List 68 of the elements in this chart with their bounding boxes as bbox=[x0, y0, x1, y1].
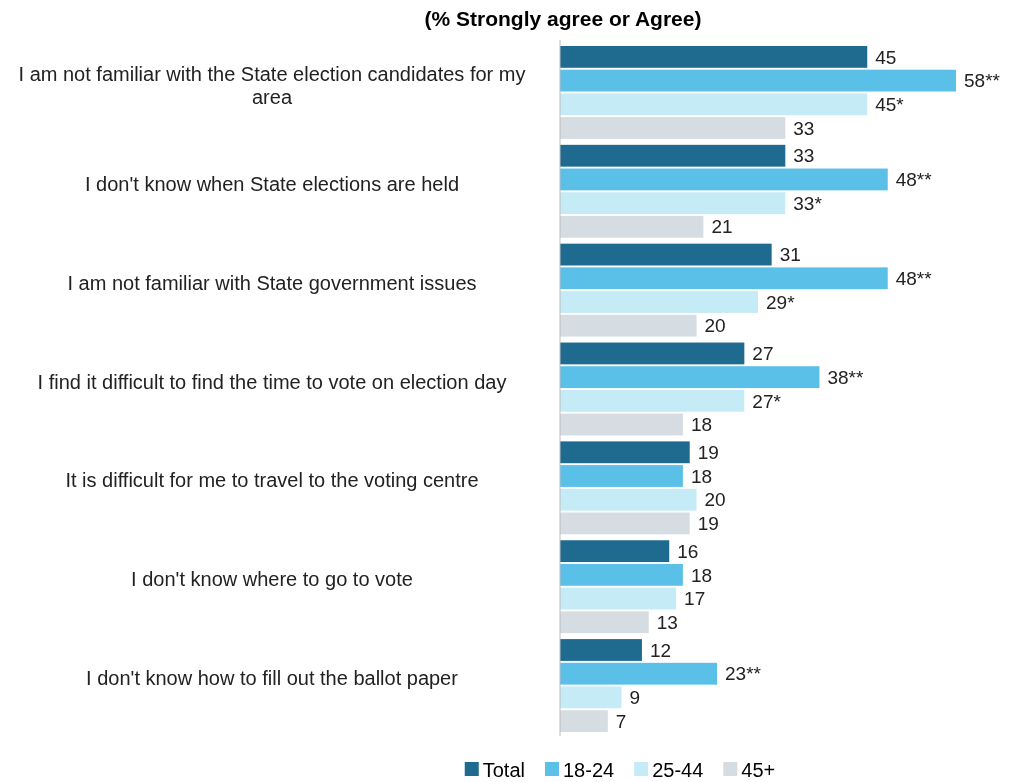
bar bbox=[560, 69, 956, 92]
bar bbox=[560, 93, 868, 116]
y-tick-label: I am not familiar with the State election candidates for my area bbox=[18, 62, 526, 108]
bar bbox=[560, 192, 786, 215]
bar bbox=[560, 243, 772, 266]
data-label: 16 bbox=[677, 540, 699, 562]
legend-label: Total bbox=[482, 759, 525, 781]
data-label: 29* bbox=[766, 291, 796, 313]
bar bbox=[560, 168, 888, 191]
legend-label: 45+ bbox=[741, 759, 776, 781]
bar bbox=[560, 441, 690, 464]
y-tick-label: I don't know how to fill out the ballot paper bbox=[86, 667, 459, 690]
data-label: 58** bbox=[964, 70, 1001, 92]
bar bbox=[560, 366, 820, 389]
bar bbox=[560, 117, 786, 139]
data-label: 12 bbox=[649, 639, 672, 661]
data-label: 45* bbox=[875, 93, 905, 115]
data-label: 27 bbox=[752, 343, 774, 365]
data-label: 27* bbox=[752, 390, 782, 412]
bar bbox=[560, 342, 745, 365]
bar bbox=[560, 512, 690, 535]
bar bbox=[560, 488, 697, 511]
data-label: 33* bbox=[793, 192, 823, 214]
legend-label: 25-44 bbox=[652, 759, 704, 781]
bar bbox=[560, 215, 704, 238]
data-label: 33 bbox=[793, 145, 815, 167]
data-label: 19 bbox=[697, 441, 719, 463]
y-tick-label: I find it difficult to find the time to vote on election day bbox=[37, 370, 507, 393]
data-label: 20 bbox=[704, 315, 726, 337]
bar bbox=[560, 465, 683, 487]
data-label: 7 bbox=[615, 710, 627, 732]
bar bbox=[560, 144, 786, 167]
y-tick-label: It is difficult for me to travel to the voting centre bbox=[65, 469, 479, 492]
bar bbox=[560, 639, 642, 661]
data-label: 38** bbox=[827, 366, 864, 388]
legend-label: 18-24 bbox=[563, 759, 615, 781]
bar bbox=[560, 540, 670, 563]
data-label: 23** bbox=[725, 663, 762, 685]
chart-title: (% Strongly agree or Agree) bbox=[424, 7, 702, 30]
bar bbox=[560, 710, 608, 733]
data-label: 13 bbox=[656, 611, 678, 633]
data-label: 20 bbox=[704, 489, 726, 511]
data-label: 21 bbox=[711, 216, 733, 238]
y-tick-label: I don't know when State elections are held bbox=[84, 172, 460, 195]
y-tick-label: I am not familiar with State government issues bbox=[67, 271, 477, 294]
bar bbox=[560, 611, 649, 634]
data-label: 33 bbox=[793, 117, 815, 139]
data-label: 48** bbox=[895, 267, 933, 289]
data-label: 9 bbox=[629, 687, 641, 709]
data-label: 18 bbox=[690, 465, 713, 487]
data-label: 31 bbox=[779, 244, 801, 266]
data-label: 18 bbox=[690, 414, 713, 436]
bar bbox=[560, 587, 677, 610]
bar bbox=[560, 314, 697, 337]
bar bbox=[560, 686, 622, 709]
data-label: 45 bbox=[875, 46, 897, 68]
bar bbox=[560, 389, 745, 412]
bar bbox=[560, 662, 718, 685]
data-label: 19 bbox=[697, 513, 719, 535]
bar bbox=[560, 291, 758, 313]
bar bbox=[560, 563, 683, 586]
data-label: 48** bbox=[895, 169, 933, 191]
bar bbox=[560, 45, 868, 68]
y-tick-label: I don't know where to go to vote bbox=[131, 568, 413, 591]
data-label: 18 bbox=[690, 564, 713, 586]
bar bbox=[560, 267, 888, 290]
bar bbox=[560, 413, 683, 436]
data-label: 17 bbox=[684, 588, 706, 610]
